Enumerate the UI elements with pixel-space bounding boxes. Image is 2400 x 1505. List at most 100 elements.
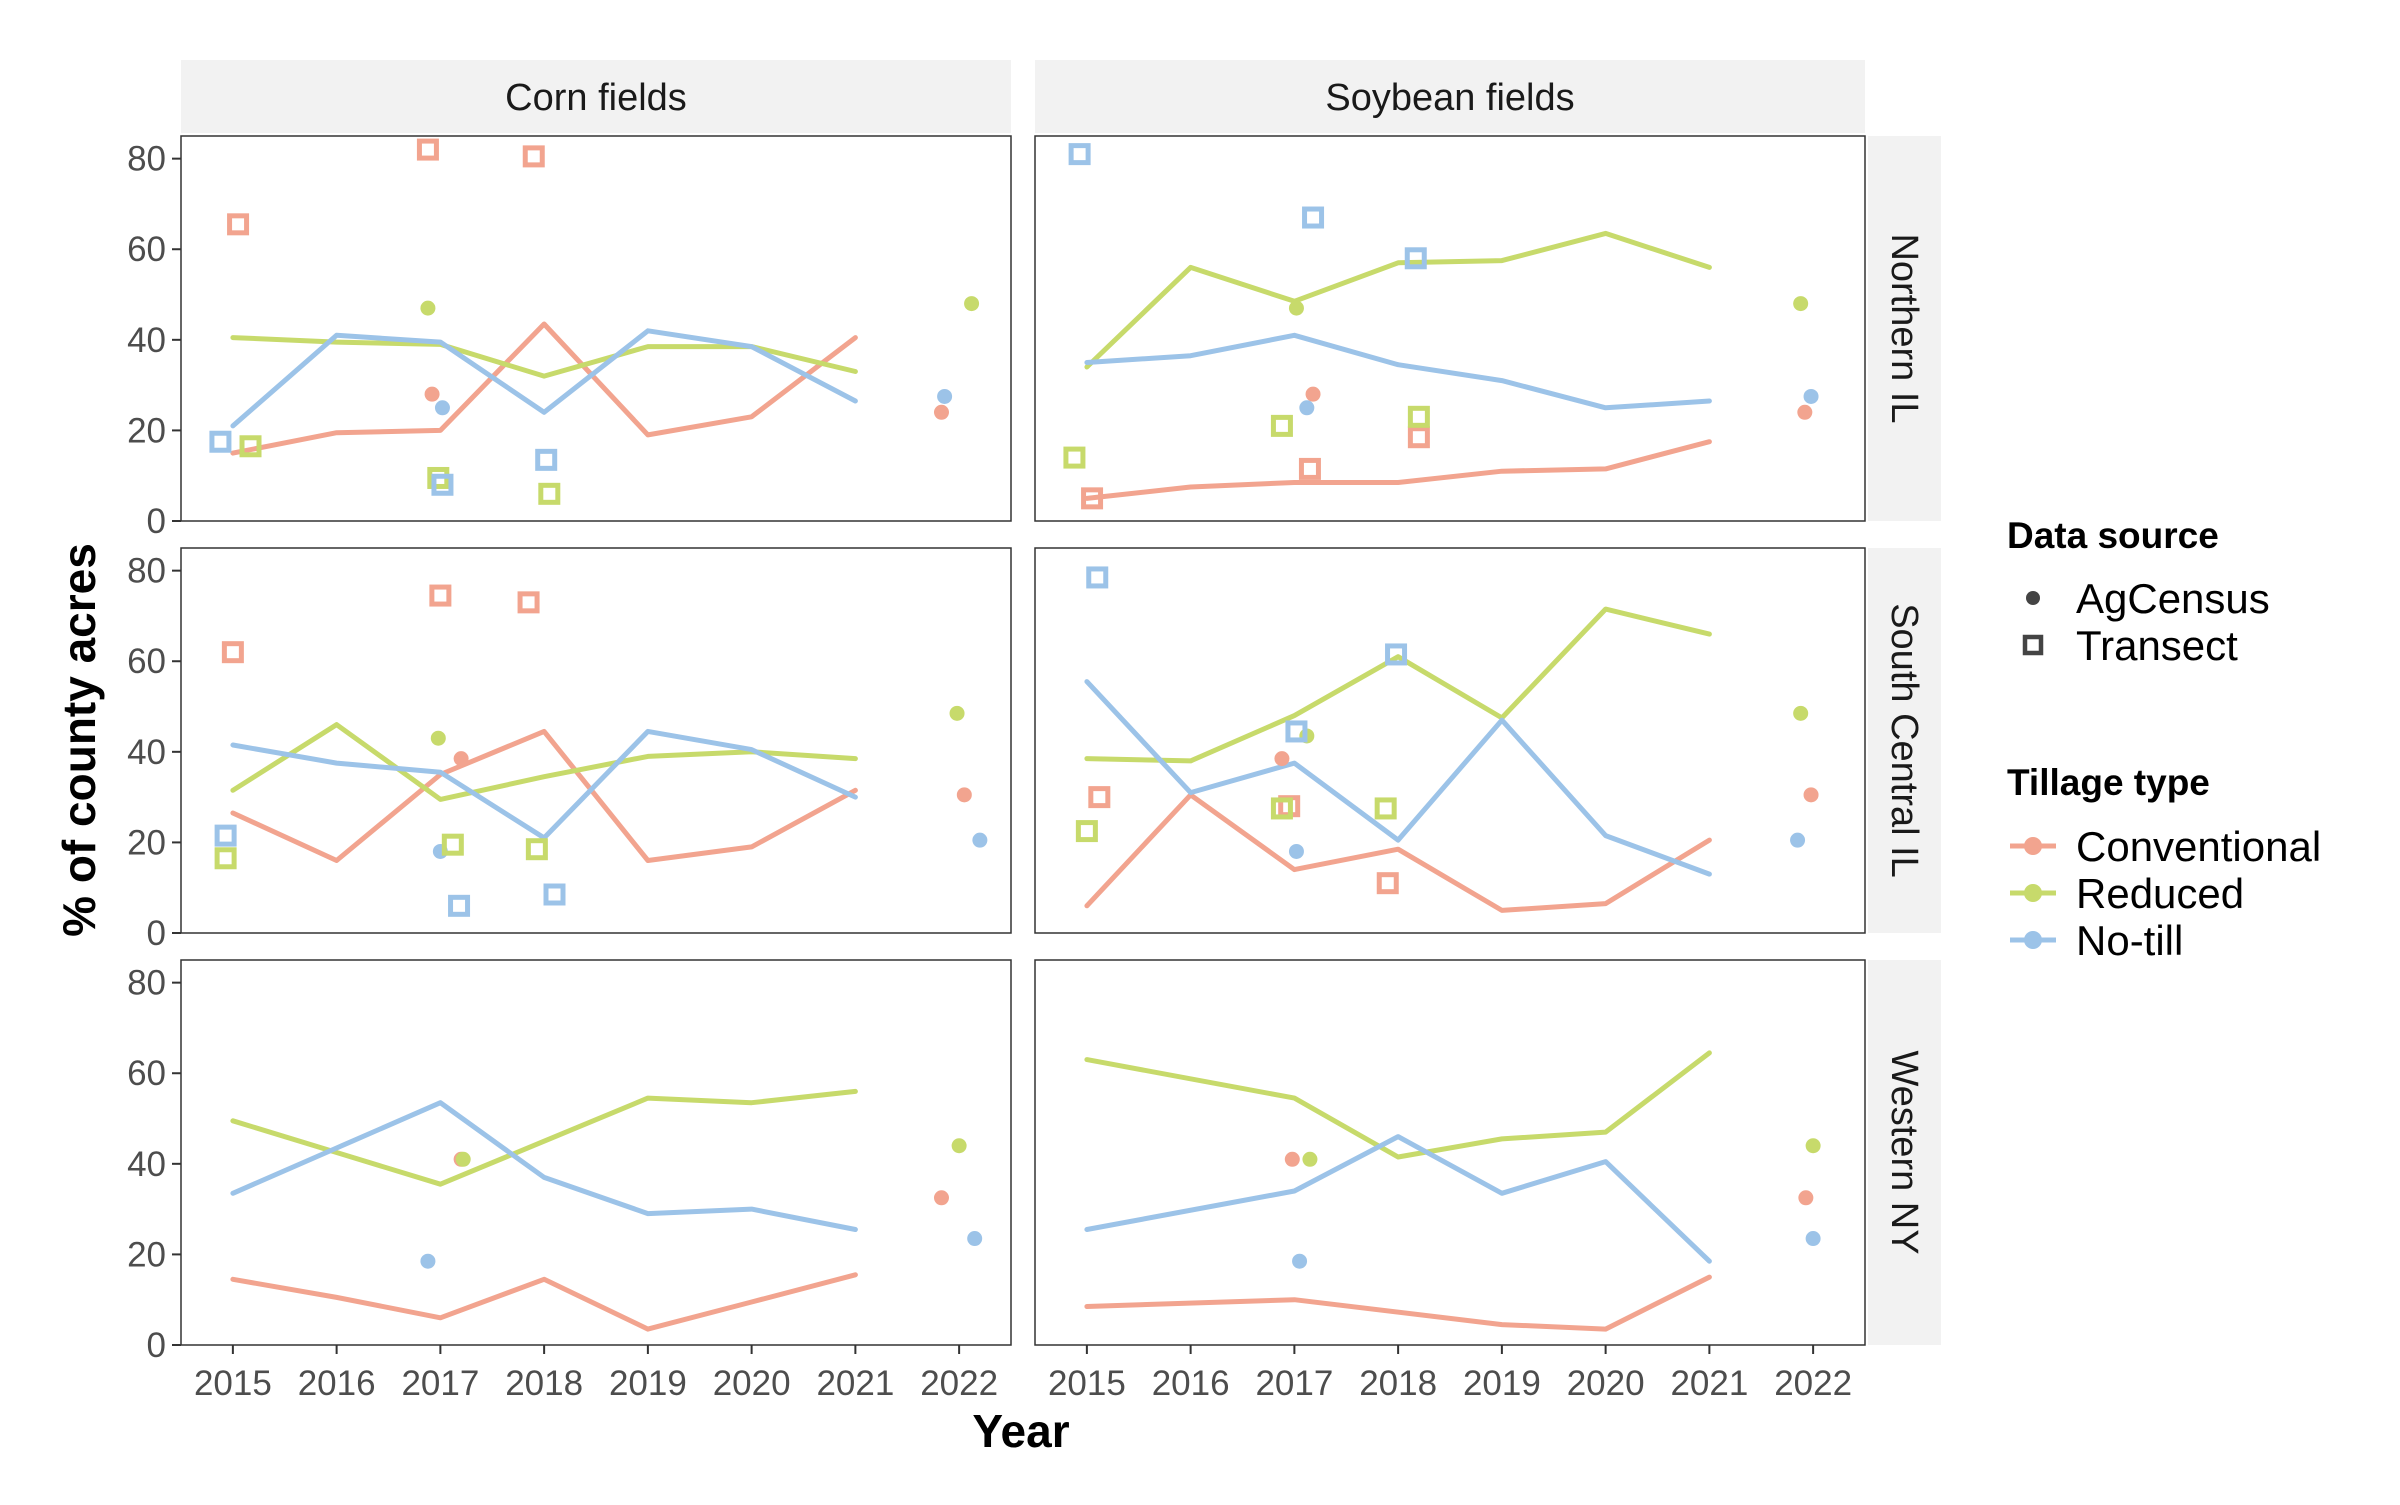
agcensus-point-no-till	[1292, 1253, 1308, 1269]
legend-label-conventional: Conventional	[2076, 823, 2321, 870]
legend-source-title: Data source	[2007, 515, 2219, 556]
agcensus-point-reduced	[964, 296, 980, 312]
transect-point-reduced	[525, 838, 548, 861]
strip-row-northern-il	[1868, 136, 1941, 521]
axes: 0 20 40 60 80 0 20 40 60 80 0 20 40 60 80 2015 2016 2017 2…	[127, 140, 1852, 1403]
agcensus-point-reduced	[949, 705, 965, 721]
panel-border	[180, 135, 1012, 522]
x-tick-label: 2018	[505, 1364, 583, 1403]
agcensus-point-reduced	[1302, 1151, 1318, 1167]
agcensus-point-no-till	[1805, 1231, 1821, 1247]
y-tick-label: 0	[147, 914, 166, 953]
transect-point-reduced	[239, 435, 262, 458]
transect-point-no-till	[543, 883, 566, 906]
transect-point-reduced	[538, 482, 561, 505]
agcensus-point-conventional	[1803, 787, 1819, 803]
x-tick-label: 2016	[298, 1364, 376, 1403]
agcensus-point-conventional	[1274, 751, 1290, 767]
agcensus-point-reduced	[1793, 296, 1809, 312]
line-conventional	[230, 728, 858, 863]
x-tick-label: 2018	[1359, 1364, 1437, 1403]
agcensus-point-conventional	[453, 751, 469, 767]
panel-northern-il-soybean-fields	[1034, 135, 1866, 522]
agcensus-point-no-till	[1790, 832, 1806, 848]
transect-point-no-till	[1302, 206, 1325, 229]
legend-key-agcensus	[2026, 591, 2040, 605]
agcensus-point-no-till	[1803, 388, 1819, 404]
agcensus-point-no-till	[434, 400, 450, 416]
x-tick-label: 2017	[1255, 1364, 1333, 1403]
agcensus-point-no-till	[420, 1253, 436, 1269]
x-tick-label: 2015	[1048, 1364, 1126, 1403]
line-reduced	[1084, 230, 1712, 370]
legend-key-dot-reduced	[2024, 884, 2042, 902]
agcensus-point-reduced	[430, 730, 446, 746]
y-tick-label: 20	[127, 823, 166, 862]
transect-point-conventional	[1407, 426, 1430, 449]
strip-row-label-northern-il: Northern IL	[1883, 233, 1925, 423]
legend-key-dot-no-till	[2024, 931, 2042, 949]
agcensus-point-no-till	[967, 1231, 983, 1247]
panel-background	[181, 960, 1011, 1345]
line-reduced	[230, 1088, 858, 1187]
y-tick-label: 40	[127, 1145, 166, 1184]
x-tick-label: 2022	[920, 1364, 998, 1403]
agcensus-point-conventional	[424, 386, 440, 402]
agcensus-point-reduced	[420, 300, 436, 316]
transect-point-no-till	[431, 473, 454, 496]
line-conventional	[230, 1272, 858, 1332]
panel-background	[181, 548, 1011, 933]
legend-label-agcensus: AgCensus	[2076, 575, 2270, 622]
line-reduced	[1084, 1050, 1712, 1160]
transect-point-conventional	[522, 145, 545, 168]
panel-border	[180, 547, 1012, 934]
y-tick-label: 80	[127, 140, 166, 179]
legend-tillage-title: Tillage type	[2007, 762, 2210, 803]
line-no-till	[230, 728, 858, 841]
agcensus-point-no-till	[1288, 843, 1304, 859]
transect-point-conventional	[1376, 872, 1399, 895]
agcensus-point-reduced	[455, 1151, 471, 1167]
transect-point-conventional	[1088, 786, 1111, 809]
agcensus-point-no-till	[972, 832, 988, 848]
y-tick-label: 0	[147, 502, 166, 541]
agcensus-point-reduced	[1288, 300, 1304, 316]
line-conventional	[1084, 439, 1712, 501]
panel-border	[1034, 135, 1866, 522]
strip-col-soybean-fields	[1035, 60, 1865, 133]
y-tick-label: 0	[147, 1326, 166, 1365]
y-tick-label: 80	[127, 552, 166, 591]
legend-label-no-till: No-till	[2076, 917, 2183, 964]
agcensus-point-reduced	[1805, 1138, 1821, 1154]
strip-row-label-south-central-il: South Central IL	[1883, 603, 1925, 878]
legend-label-transect: Transect	[2076, 622, 2238, 669]
transect-point-conventional	[1298, 457, 1321, 480]
panel-border	[1034, 959, 1866, 1346]
panel-border	[180, 959, 1012, 1346]
line-reduced	[1084, 606, 1712, 764]
agcensus-point-conventional	[933, 1190, 949, 1206]
x-axis-title: Year	[972, 1405, 1069, 1457]
strip-row-south-central-il	[1868, 548, 1941, 933]
line-no-till	[1084, 332, 1712, 411]
y-tick-label: 40	[127, 733, 166, 772]
facet-strips: Corn fields Soybean fields Northern IL Sout…	[181, 60, 1941, 1345]
y-tick-label: 20	[127, 1235, 166, 1274]
transect-point-no-till	[1404, 247, 1427, 270]
transect-point-reduced	[1063, 446, 1086, 469]
transect-point-no-till	[535, 448, 558, 471]
transect-point-conventional	[416, 138, 439, 161]
transect-point-reduced	[1374, 797, 1397, 820]
transect-point-conventional	[429, 584, 452, 607]
agcensus-point-conventional	[1797, 404, 1813, 420]
y-tick-label: 20	[127, 411, 166, 450]
legend-key-dot-conventional	[2024, 837, 2042, 855]
x-tick-label: 2021	[816, 1364, 894, 1403]
line-no-till	[230, 1100, 858, 1232]
agcensus-point-conventional	[1284, 1151, 1300, 1167]
panel-background	[1035, 960, 1865, 1345]
y-tick-label: 60	[127, 1054, 166, 1093]
agcensus-point-no-till	[937, 388, 953, 404]
